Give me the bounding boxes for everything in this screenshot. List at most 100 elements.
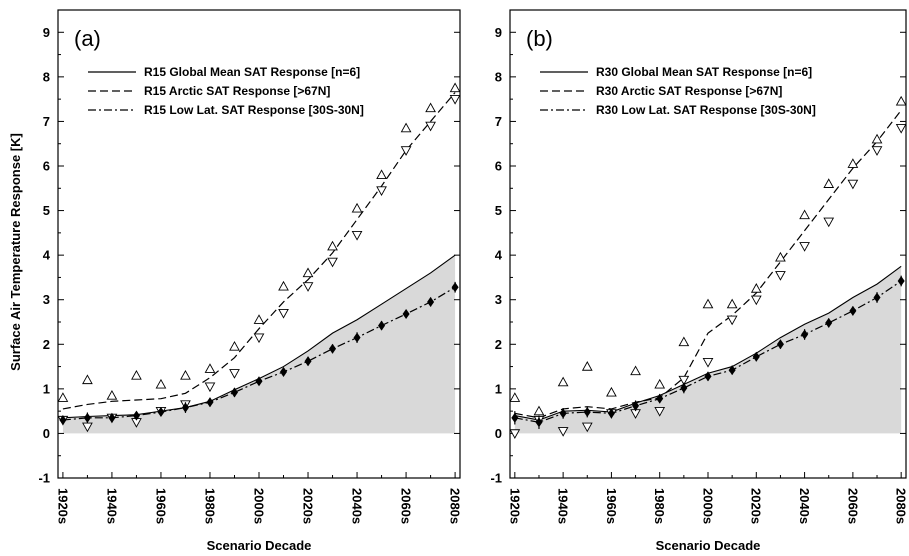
arctic-upper-marker	[253, 314, 265, 324]
y-tick-label: -1	[490, 471, 502, 486]
y-tick-label: 6	[43, 159, 50, 174]
shaded-area	[514, 266, 902, 434]
series-line-dash-dot	[514, 280, 902, 423]
x-tick-label: 1960s	[153, 488, 168, 524]
low-lat-marker	[607, 408, 615, 419]
y-tick-label: 4	[43, 248, 51, 263]
x-tick-label: 2060s	[845, 488, 860, 524]
series-line-dashed	[62, 92, 456, 410]
arctic-upper-marker	[702, 298, 714, 309]
y-tick-label: 4	[495, 248, 503, 263]
y-tick-label: 2	[43, 337, 50, 352]
arctic-upper-marker	[750, 283, 762, 293]
y-tick-label: 0	[43, 426, 50, 441]
y-tick-label: 5	[43, 203, 50, 218]
low-lat-marker	[230, 387, 239, 398]
y-tick-label: 8	[43, 69, 50, 84]
shaded-area	[62, 255, 456, 434]
arctic-upper-marker	[606, 386, 617, 397]
low-lat-marker	[132, 410, 140, 421]
x-tick-label: 2060s	[399, 488, 414, 524]
arctic-upper-marker	[327, 240, 338, 251]
low-lat-marker	[680, 382, 688, 393]
legend-entry: R30 Global Mean SAT Response [n=6]	[596, 65, 812, 79]
arctic-upper-marker	[654, 378, 666, 389]
arctic-lower-marker	[895, 123, 907, 134]
arctic-upper-marker	[278, 280, 289, 291]
arctic-lower-marker	[654, 407, 666, 417]
arctic-lower-marker	[775, 271, 786, 281]
arctic-lower-marker	[425, 121, 436, 132]
arctic-lower-marker	[799, 242, 810, 252]
low-lat-marker	[255, 376, 263, 387]
low-lat-marker	[59, 415, 67, 426]
low-lat-marker	[897, 275, 905, 287]
arctic-upper-marker	[106, 390, 118, 400]
arctic-lower-marker	[847, 179, 859, 190]
low-lat-marker	[559, 408, 567, 419]
arctic-lower-marker	[871, 146, 883, 156]
y-tick-label: 0	[495, 426, 502, 441]
arctic-upper-marker	[630, 365, 641, 376]
arctic-upper-marker	[581, 361, 593, 371]
legend-entry: R15 Low Lat. SAT Response [30S-30N]	[144, 103, 364, 117]
y-tick-label: 8	[495, 69, 502, 84]
arctic-lower-marker	[376, 186, 387, 197]
y-tick-label: 9	[495, 25, 502, 40]
arctic-lower-marker	[278, 308, 289, 319]
x-tick-label: 1920s	[55, 488, 70, 524]
arctic-upper-marker	[449, 82, 461, 93]
arctic-lower-marker	[449, 95, 461, 105]
y-tick-label: 3	[495, 292, 502, 307]
x-axis-title: Scenario Decade	[207, 538, 312, 553]
y-tick-label: 6	[495, 159, 502, 174]
x-tick-label: 2020s	[300, 488, 315, 524]
arctic-upper-marker	[871, 133, 883, 144]
arctic-lower-marker	[509, 429, 521, 439]
arctic-upper-marker	[847, 158, 859, 168]
low-lat-marker	[279, 366, 288, 377]
low-lat-marker	[181, 402, 189, 413]
low-lat-marker	[873, 292, 881, 303]
arctic-lower-marker	[351, 230, 363, 241]
legend-entry: R15 Arctic SAT Response [>67N]	[144, 84, 330, 98]
arctic-lower-marker	[253, 333, 265, 344]
low-lat-marker	[535, 417, 543, 428]
arctic-upper-marker	[799, 209, 810, 220]
x-tick-label: 1960s	[604, 488, 619, 524]
panel-a: -1 0 1 2 3 4 5 6 7 8 9 1920s 1940s 1960s 1980s 2000s 202…	[8, 9, 463, 553]
arctic-upper-marker	[775, 251, 786, 262]
arctic-lower-marker	[557, 427, 569, 437]
low-lat-marker	[108, 412, 116, 423]
y-tick-label: 1	[43, 381, 50, 396]
x-tick-label: 2080s	[448, 488, 463, 524]
panel-label: (b)	[526, 26, 553, 51]
y-tick-label: -1	[38, 471, 50, 486]
arctic-lower-marker	[823, 217, 835, 228]
x-axis-title: Scenario Decade	[656, 538, 761, 553]
arctic-upper-marker	[533, 405, 545, 416]
y-tick-label: 7	[495, 114, 502, 129]
low-lat-marker	[402, 308, 410, 320]
arctic-upper-marker	[557, 376, 569, 387]
x-tick-label: 1940s	[556, 488, 571, 524]
y-tick-label: 3	[43, 292, 50, 307]
low-lat-marker	[304, 356, 312, 367]
x-tick-label: 1940s	[104, 488, 119, 524]
low-lat-marker	[704, 371, 712, 382]
x-tick-label: 2020s	[749, 488, 764, 524]
arctic-upper-marker	[400, 122, 412, 133]
low-lat-marker	[728, 365, 736, 376]
y-tick-label: 1	[495, 381, 502, 396]
y-axis-title: Surface Air Temperature Response [K]	[8, 133, 23, 371]
x-tick-label: 1980s	[652, 488, 667, 524]
x-tick-label: 1920s	[507, 488, 522, 524]
arctic-upper-marker	[895, 95, 907, 106]
low-lat-marker	[451, 282, 459, 293]
low-lat-marker	[83, 412, 91, 423]
arctic-upper-marker	[509, 392, 521, 402]
arctic-lower-marker	[702, 357, 714, 368]
x-tick-label: 2040s	[797, 488, 812, 524]
arctic-lower-marker	[302, 282, 314, 292]
